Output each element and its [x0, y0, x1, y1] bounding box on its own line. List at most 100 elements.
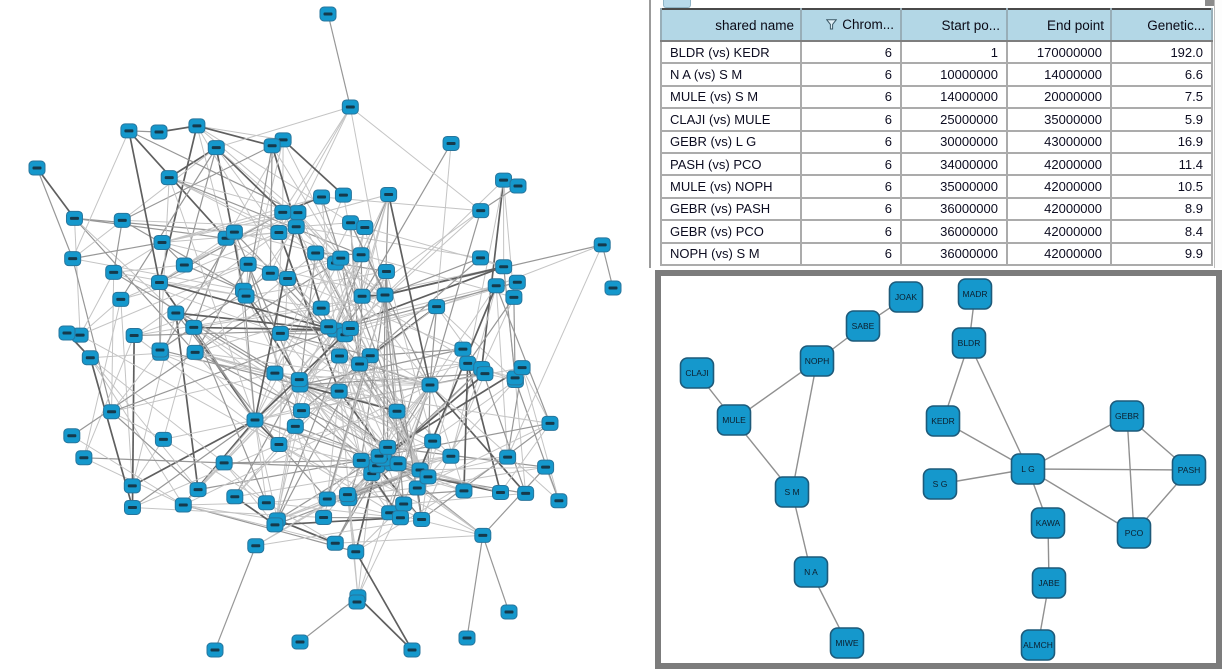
network-node-sm[interactable]: S M: [774, 476, 810, 508]
network-node[interactable]: [476, 366, 494, 382]
network-node[interactable]: [454, 341, 472, 357]
cell-shared-name[interactable]: NOPH (vs) S M: [660, 241, 802, 266]
network-node[interactable]: [474, 527, 492, 543]
network-node[interactable]: [279, 270, 297, 286]
cell-value[interactable]: 35000000: [900, 174, 1008, 199]
network-node[interactable]: [188, 118, 206, 134]
network-node[interactable]: [419, 469, 437, 485]
table-row[interactable]: MULE (vs) NOPH 6 35000000 42000000 10.5: [660, 174, 1213, 199]
cell-value[interactable]: 6: [800, 62, 902, 87]
network-node[interactable]: [541, 415, 559, 431]
cell-value[interactable]: 192.0: [1110, 39, 1213, 65]
network-node[interactable]: [458, 630, 476, 646]
network-node[interactable]: [352, 247, 370, 263]
network-node[interactable]: [63, 428, 81, 444]
cell-value[interactable]: 170000000: [1006, 39, 1112, 65]
network-node[interactable]: [261, 265, 279, 281]
network-node[interactable]: [174, 497, 192, 513]
network-node[interactable]: [153, 234, 171, 250]
column-header-end-point[interactable]: End point: [1006, 9, 1112, 42]
cell-value[interactable]: 1: [900, 39, 1008, 65]
network-node[interactable]: [274, 204, 292, 220]
network-node[interactable]: [287, 219, 305, 235]
network-node[interactable]: [286, 418, 304, 434]
cell-value[interactable]: 6: [800, 129, 902, 154]
network-node[interactable]: [150, 275, 168, 291]
network-node[interactable]: [517, 485, 535, 501]
network-node-kedr[interactable]: KEDR: [925, 405, 961, 437]
network-node-sg[interactable]: S G: [922, 468, 958, 500]
cell-value[interactable]: 6: [800, 219, 902, 244]
cell-shared-name[interactable]: BLDR (vs) KEDR: [660, 39, 802, 65]
network-node[interactable]: [424, 433, 442, 449]
network-node[interactable]: [413, 512, 431, 528]
network-node-almch[interactable]: ALMCH: [1020, 629, 1056, 661]
network-node[interactable]: [112, 291, 130, 307]
cell-shared-name[interactable]: MULE (vs) S M: [660, 84, 802, 110]
cell-value[interactable]: 9.9: [1110, 241, 1213, 266]
cell-value[interactable]: 35000000: [1006, 107, 1112, 132]
network-node[interactable]: [58, 325, 76, 341]
network-node[interactable]: [352, 452, 370, 468]
network-node[interactable]: [508, 274, 526, 290]
table-row[interactable]: GEBR (vs) PASH 6 36000000 42000000 8.9: [660, 196, 1213, 222]
network-node[interactable]: [175, 257, 193, 273]
cell-value[interactable]: 20000000: [1006, 84, 1112, 110]
network-node[interactable]: [593, 237, 611, 253]
cell-value[interactable]: 34000000: [900, 151, 1008, 177]
network-node[interactable]: [505, 289, 523, 305]
cell-value[interactable]: 43000000: [1006, 129, 1112, 154]
network-node[interactable]: [342, 215, 360, 231]
network-node[interactable]: [185, 319, 203, 335]
network-node[interactable]: [266, 365, 284, 381]
network-node[interactable]: [290, 372, 308, 388]
table-row[interactable]: NOPH (vs) S M 6 36000000 42000000 9.9: [660, 241, 1213, 266]
network-node[interactable]: [293, 403, 311, 419]
cell-value[interactable]: 42000000: [1006, 151, 1112, 177]
table-row[interactable]: CLAJI (vs) MULE 6 25000000 35000000 5.9: [660, 107, 1213, 132]
cell-value[interactable]: 10.5: [1110, 174, 1213, 199]
table-row[interactable]: MULE (vs) S M 6 14000000 20000000 7.5: [660, 84, 1213, 110]
cell-shared-name[interactable]: GEBR (vs) PCO: [660, 219, 802, 244]
network-node[interactable]: [65, 210, 83, 226]
network-node-gebr[interactable]: GEBR: [1109, 400, 1145, 432]
network-node[interactable]: [151, 342, 169, 358]
cell-value[interactable]: 7.5: [1110, 84, 1213, 110]
network-node[interactable]: [160, 170, 178, 186]
table-scrollbar-track[interactable]: [1214, 0, 1222, 268]
network-node[interactable]: [421, 377, 439, 393]
network-node[interactable]: [239, 256, 257, 272]
table-row[interactable]: GEBR (vs) PCO 6 36000000 42000000 8.4: [660, 219, 1213, 244]
network-node[interactable]: [326, 535, 344, 551]
network-node[interactable]: [215, 455, 233, 471]
network-node[interactable]: [330, 348, 348, 364]
network-node[interactable]: [319, 6, 337, 22]
network-node[interactable]: [289, 205, 307, 221]
network-node[interactable]: [442, 135, 460, 151]
network-node[interactable]: [125, 328, 143, 344]
network-node[interactable]: [312, 300, 330, 316]
network-node[interactable]: [495, 259, 513, 275]
network-node[interactable]: [472, 250, 490, 266]
network-node[interactable]: [291, 634, 309, 650]
cell-value[interactable]: 42000000: [1006, 174, 1112, 199]
network-node[interactable]: [341, 320, 359, 336]
filter-funnel-icon[interactable]: [826, 18, 838, 33]
network-node[interactable]: [391, 510, 409, 526]
network-node[interactable]: [105, 264, 123, 280]
cell-value[interactable]: 25000000: [900, 107, 1008, 132]
tab-fragment[interactable]: [663, 0, 691, 8]
cell-value[interactable]: 6: [800, 241, 902, 266]
network-node[interactable]: [356, 220, 374, 236]
network-node[interactable]: [271, 325, 289, 341]
network-node[interactable]: [237, 288, 255, 304]
network-node[interactable]: [492, 484, 510, 500]
network-node[interactable]: [120, 123, 138, 139]
network-node[interactable]: [266, 517, 284, 533]
network-node-lg[interactable]: L G: [1010, 453, 1046, 485]
cell-value[interactable]: 16.9: [1110, 129, 1213, 154]
network-node[interactable]: [226, 489, 244, 505]
network-node[interactable]: [313, 189, 331, 205]
network-node-joak[interactable]: JOAK: [888, 281, 924, 313]
network-node[interactable]: [341, 99, 359, 115]
